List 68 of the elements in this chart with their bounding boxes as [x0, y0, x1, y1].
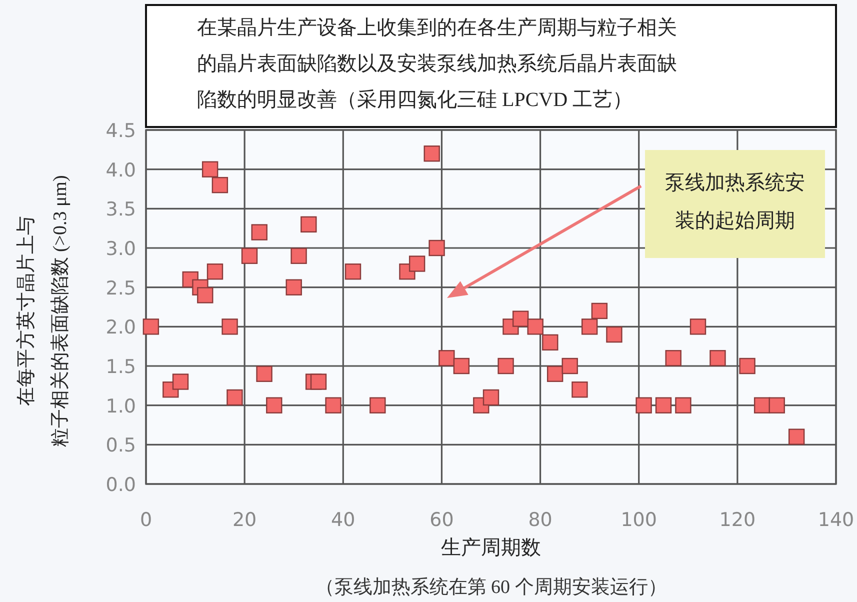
point	[310, 374, 327, 390]
text: （泵线加热系统在第 60 个周期安装运行）	[314, 576, 668, 600]
point	[546, 366, 564, 382]
point	[527, 318, 544, 335]
point	[408, 256, 426, 272]
point	[542, 334, 558, 350]
x-tick-label: 120	[719, 509, 756, 531]
x-tick-label: 20	[232, 509, 257, 531]
y-tick-label: 4.5	[106, 120, 136, 142]
point	[636, 397, 652, 414]
point	[226, 389, 243, 406]
point	[572, 382, 588, 398]
point	[498, 358, 514, 374]
y-tick-label: 2.0	[106, 316, 136, 339]
point	[142, 318, 160, 335]
point	[290, 248, 307, 264]
point	[370, 397, 386, 414]
point	[754, 397, 770, 414]
point	[325, 397, 342, 414]
y-tick-label: 0.0	[106, 474, 136, 496]
x-tick-label: 60	[430, 509, 454, 531]
y-tick-label: 3.5	[106, 198, 136, 221]
point	[212, 176, 228, 194]
point	[665, 350, 682, 366]
point	[286, 279, 302, 296]
point	[222, 318, 238, 335]
point	[428, 240, 445, 256]
y-tick-label: 2.5	[106, 277, 136, 300]
point	[197, 287, 214, 304]
point	[739, 358, 756, 374]
point	[172, 374, 189, 390]
point	[512, 310, 529, 327]
x-tick-label: 40	[331, 509, 356, 531]
y-tick-label: 4.0	[106, 159, 136, 182]
point	[300, 216, 317, 232]
chart-title: 在某晶片生产设备上收集到的在各生产周期与粒子相关的晶片表面缺陷数以及安装泵线加热系统后晶片表面缺陷数的明显改善（采用四氮化三硅 LPCVD 工艺）	[145, 4, 837, 128]
point	[562, 358, 578, 374]
y-tick-label: 3.0	[106, 238, 136, 260]
point	[251, 224, 268, 240]
point	[266, 397, 282, 414]
point	[344, 264, 362, 280]
point	[655, 397, 672, 414]
point	[606, 326, 622, 343]
point	[256, 366, 272, 382]
y-tick-label: 1.5	[106, 356, 136, 378]
point	[581, 318, 598, 335]
point	[241, 248, 258, 264]
point	[438, 350, 455, 366]
point	[710, 350, 726, 366]
y-tick-label: 1.0	[106, 395, 136, 418]
point	[690, 318, 706, 335]
point	[788, 428, 805, 445]
point	[424, 146, 440, 162]
point	[675, 397, 692, 414]
y-tick-label: 0.5	[106, 434, 136, 457]
x-tick-label: 80	[528, 509, 552, 531]
x-axis-title: 生产周期数	[440, 536, 542, 561]
x-tick-label: 140	[818, 509, 854, 531]
point	[591, 302, 608, 320]
point	[206, 264, 224, 280]
point	[453, 358, 470, 374]
y-axis-title: 在每平方英寸晶片上与粒子相关的表面缺陷数 (>0.3 μm)	[15, 174, 72, 449]
annotation: 泵线加热系统安装的起始周期	[645, 150, 825, 258]
x-tick-label: 100	[620, 509, 657, 531]
point	[202, 161, 218, 178]
x-tick-label: 0	[140, 509, 152, 531]
point	[768, 397, 785, 414]
point	[482, 389, 500, 406]
